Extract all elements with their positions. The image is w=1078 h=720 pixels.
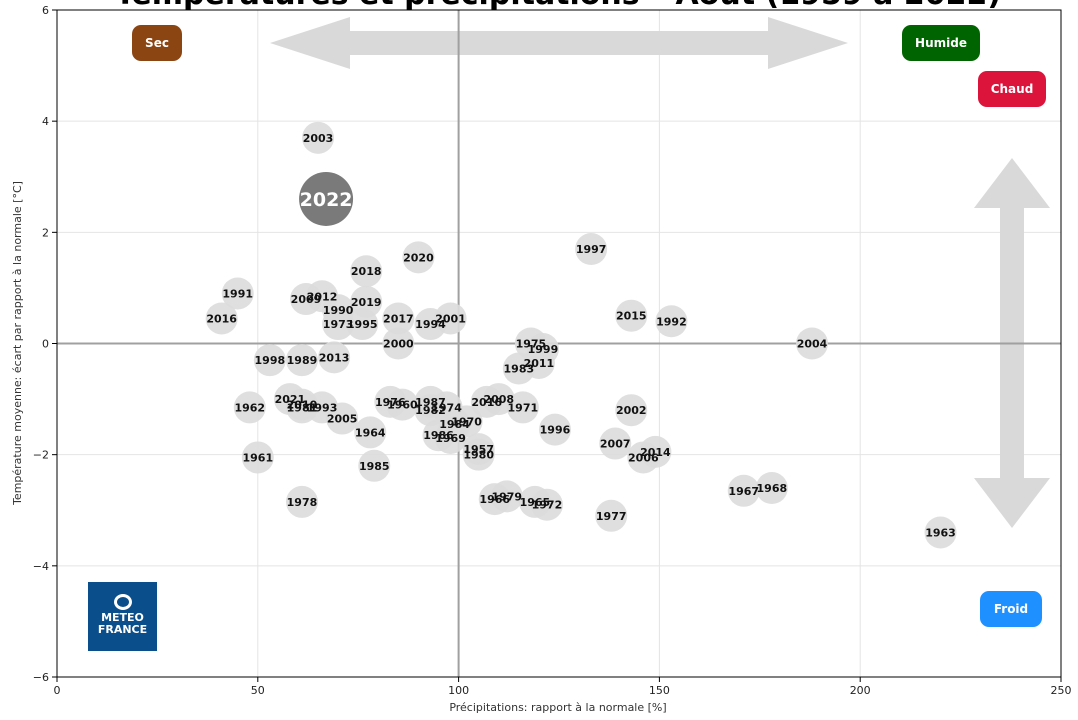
data-point-label: 2015 (616, 310, 647, 323)
y-axis-label: Température moyenne: écart par rapport à… (11, 181, 24, 506)
x-tick-label: 50 (251, 684, 265, 697)
data-point-label: 2000 (383, 338, 414, 351)
data-point-label: 1962 (234, 401, 265, 414)
x-tick-label: 250 (1051, 684, 1072, 697)
x-tick-label: 200 (850, 684, 871, 697)
data-point-label: 1963 (925, 526, 956, 539)
cold-badge: Froid (980, 591, 1042, 627)
x-tick-label: 150 (649, 684, 670, 697)
data-point-label: 1968 (757, 482, 788, 495)
highlight-point-label: 2022 (300, 189, 353, 211)
logo-line-2: FRANCE (88, 624, 157, 636)
data-point-label: 2020 (403, 251, 434, 264)
data-point-label: 1999 (528, 343, 559, 356)
data-point-label: 1990 (323, 304, 354, 317)
hot-badge: Chaud (978, 71, 1046, 107)
y-tick-label: 2 (42, 226, 49, 239)
data-point-label: 2016 (206, 312, 237, 325)
y-tick-label: 4 (42, 115, 49, 128)
logo-mark-icon (114, 594, 132, 610)
data-point-label: 2006 (628, 451, 659, 464)
y-tick-label: −2 (33, 449, 49, 462)
data-point-label: 2019 (351, 296, 382, 309)
data-point-label: 1966 (479, 493, 510, 506)
data-point-label: 2005 (327, 413, 358, 426)
humid-badge: Humide (902, 25, 980, 61)
y-tick-label: 6 (42, 4, 49, 17)
data-point-label: 1998 (255, 354, 286, 367)
data-point-label: 1980 (463, 449, 494, 462)
data-point-label: 1995 (347, 318, 378, 331)
data-point-label: 1960 (387, 399, 418, 412)
y-tick-label: −6 (33, 671, 49, 684)
meteo-france-logo: METEO FRANCE (88, 582, 157, 651)
dry-badge: Sec (132, 25, 182, 61)
data-point-label: 1964 (355, 426, 386, 439)
data-point-label: 2004 (797, 338, 828, 351)
data-point-label: 2012 (307, 290, 338, 303)
data-point-label: 2002 (616, 404, 647, 417)
data-point-label: 1992 (656, 315, 687, 328)
data-point-label: 1972 (532, 499, 563, 512)
data-point-label: 2016 (471, 396, 502, 409)
data-point-label: 2018 (351, 265, 382, 278)
y-tick-label: −4 (33, 560, 49, 573)
data-point-label: 1970 (451, 415, 482, 428)
chart-title: Températures et précipitations – Août (1… (115, 0, 1001, 12)
data-point-label: 1983 (504, 363, 535, 376)
x-axis-label: Précipitations: rapport à la normale [%] (449, 701, 666, 714)
data-point-label: 1969 (435, 432, 466, 445)
horizontal-double-arrow (270, 17, 848, 69)
data-point-label: 1989 (287, 354, 318, 367)
data-point-label: 2013 (319, 351, 350, 364)
x-tick-label: 100 (448, 684, 469, 697)
data-point-label: 1991 (222, 287, 253, 300)
data-point-label: 1967 (728, 485, 759, 498)
data-point-label: 1978 (287, 496, 318, 509)
data-point-label: 1985 (359, 460, 390, 473)
data-point-label: 2003 (303, 132, 334, 145)
data-point-label: 2001 (435, 312, 466, 325)
data-point-label: 1996 (540, 424, 571, 437)
data-point-label: 1974 (431, 401, 462, 414)
data-point-label: 2017 (383, 312, 414, 325)
data-point-label: 1977 (596, 510, 627, 523)
data-point-label: 1961 (242, 451, 273, 464)
data-points: 20031997202020181991 20092012 201919902016… (206, 122, 957, 549)
y-tick-label: 0 (42, 338, 49, 351)
data-point-label: 1971 (508, 401, 539, 414)
reference-lines (57, 10, 1061, 677)
data-point-label: 1997 (576, 243, 607, 256)
data-point-label: 2007 (600, 438, 631, 451)
x-tick-label: 0 (54, 684, 61, 697)
